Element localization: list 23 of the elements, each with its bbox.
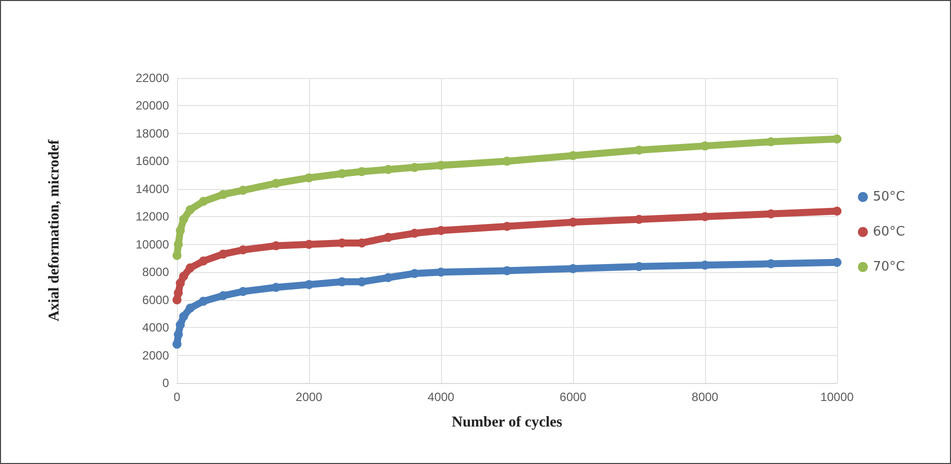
y-tick-label: 22000 (136, 71, 170, 85)
legend-label: 50°C (872, 190, 906, 204)
y-tick-label: 14000 (136, 182, 170, 196)
x-tick-label: 6000 (560, 390, 587, 404)
x-tick-label: 10000 (820, 390, 854, 404)
y-tick-label: 20000 (136, 98, 170, 113)
x-tick-label: 8000 (692, 390, 719, 404)
y-tick-label: 10000 (136, 237, 170, 252)
x-tick-label: 4000 (428, 390, 455, 404)
y-tick-label: 2000 (142, 348, 170, 362)
legend-label: 60°C (872, 224, 906, 240)
x-tick-label: 0 (174, 390, 181, 404)
y-tick-label: 18000 (136, 126, 170, 140)
y-tick-label: 6000 (142, 292, 170, 307)
y-tick-label: 0 (162, 376, 170, 390)
y-tick-label: 16000 (136, 154, 170, 168)
x-tick-label: 2000 (296, 390, 323, 404)
y-tick-label: 4000 (142, 320, 170, 335)
x-axis-title: Number of cycles (452, 414, 562, 430)
legend-label: 70°C (872, 260, 906, 274)
y-tick-label: 12000 (136, 210, 170, 224)
y-tick-label: 8000 (142, 265, 170, 280)
y-axis-title: Axial deformation, microdef (46, 138, 62, 322)
